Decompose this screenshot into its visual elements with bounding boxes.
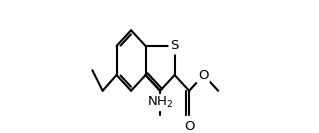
Text: S: S: [170, 40, 179, 53]
Text: O: O: [198, 68, 208, 82]
Text: NH$_2$: NH$_2$: [147, 95, 173, 110]
Text: O: O: [184, 120, 194, 133]
